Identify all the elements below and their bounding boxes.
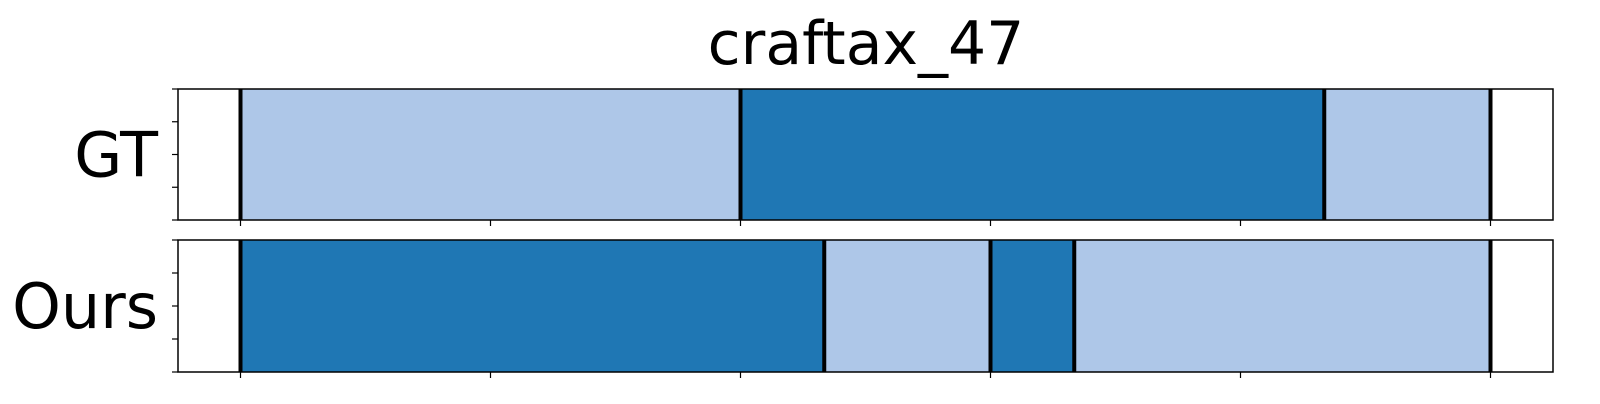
segment-bar: [240, 89, 741, 220]
segment-bar: [1074, 240, 1491, 372]
row-label: GT: [74, 119, 159, 192]
segment-bar: [824, 240, 991, 372]
segment-bar: [990, 240, 1075, 372]
row-label: Ours: [12, 270, 158, 343]
row-gt: GT: [74, 88, 1554, 226]
segment-bar: [740, 89, 1325, 220]
segment-bar: [240, 240, 825, 372]
row-ours: Ours: [12, 239, 1554, 378]
chart-title: craftax_47: [708, 9, 1025, 79]
segment-bar: [1324, 89, 1491, 220]
